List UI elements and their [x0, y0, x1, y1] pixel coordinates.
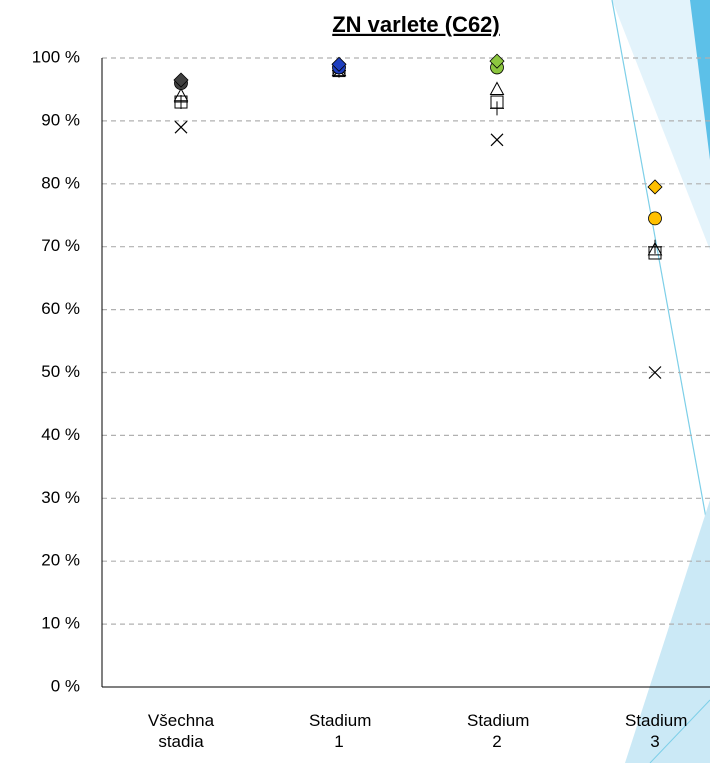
marker-cross: [648, 366, 662, 379]
y-tick-label: 0 %: [51, 676, 80, 695]
x-tick-label: Stadium 3: [625, 711, 688, 751]
y-tick-label: 20 %: [41, 551, 80, 570]
marker-circle: [648, 211, 662, 226]
decoration: [690, 0, 710, 160]
decoration: [649, 699, 710, 763]
marker-triangle: [173, 87, 189, 102]
y-tick-label: 40 %: [41, 425, 80, 444]
y-tick-label: 90 %: [41, 110, 80, 129]
marker-triangle: [489, 81, 505, 95]
marker-diamond: [647, 179, 663, 195]
decoration: [612, 0, 710, 250]
decoration: [625, 500, 710, 763]
decoration: [611, 0, 710, 541]
y-tick-label: 100 %: [32, 47, 80, 66]
marker-diamond: [173, 72, 189, 88]
marker-square: [174, 95, 188, 109]
y-tick-label: 50 %: [41, 362, 80, 381]
chart-title: ZN varlete (C62): [332, 12, 500, 37]
marker-cross: [490, 133, 504, 147]
marker-square: [490, 95, 504, 109]
marker-cross: [174, 120, 188, 134]
marker-plus: [174, 95, 188, 110]
marker-triangle: [647, 241, 663, 256]
y-tick-label: 80 %: [41, 173, 80, 192]
y-tick-label: 70 %: [41, 236, 80, 255]
y-tick-label: 10 %: [41, 614, 80, 633]
x-tick-label: Stadium 2: [467, 711, 530, 751]
x-tick-label: Stadium 1: [309, 711, 372, 751]
marker-diamond: [489, 53, 505, 69]
y-tick-label: 60 %: [41, 299, 80, 318]
marker-diamond: [331, 56, 347, 72]
x-tick-label: Všechna stadia: [147, 711, 215, 751]
y-tick-label: 30 %: [41, 488, 80, 507]
